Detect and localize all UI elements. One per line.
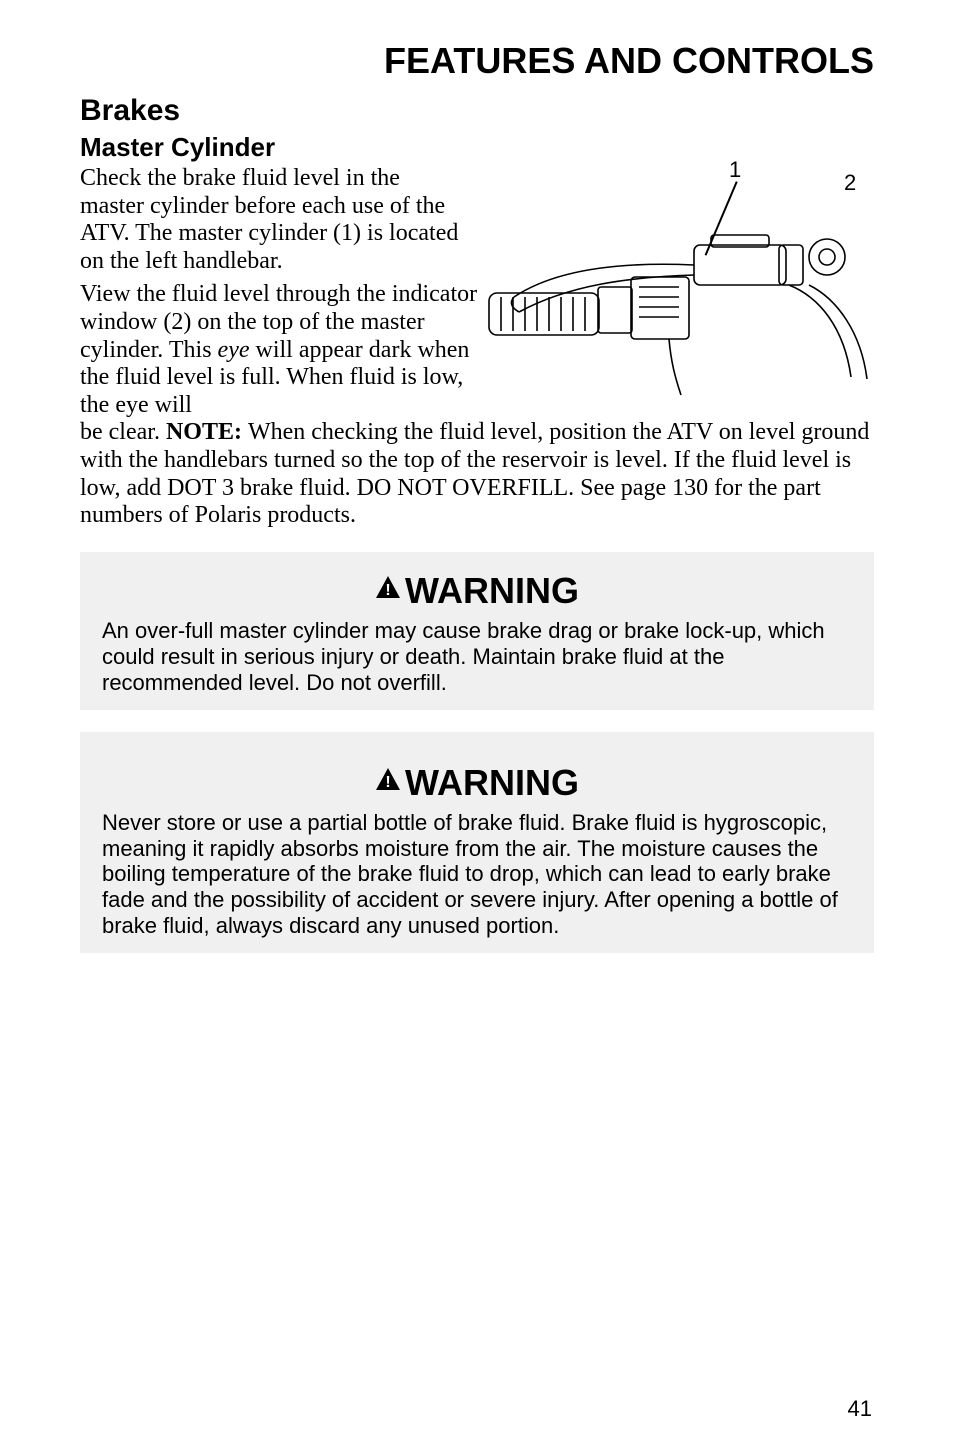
section-title-brakes: Brakes	[80, 94, 874, 128]
body-para-2-narrow: View the fluid level through the indicat…	[80, 281, 480, 419]
warning-box-1: ! WARNING An over-full master cylinder m…	[80, 552, 874, 710]
para2-eye-word: eye	[218, 337, 250, 363]
page-main-title: FEATURES AND CONTROLS	[80, 40, 874, 82]
warning-1-body: An over-full master cylinder may cause b…	[102, 618, 852, 696]
warning-2-body: Never store or use a partial bottle of b…	[102, 810, 852, 940]
warning-triangle-icon: !	[375, 566, 401, 608]
warning-triangle-icon-2: !	[375, 758, 401, 800]
warning-box-2: ! WARNING Never store or use a partial b…	[80, 732, 874, 954]
handlebar-svg	[479, 147, 874, 422]
para2-clear-prefix: be clear.	[80, 419, 166, 445]
callout-label-2: 2	[844, 170, 856, 196]
svg-text:!: !	[385, 582, 390, 599]
svg-text:!: !	[385, 774, 390, 791]
body-wrap: 1 2	[80, 165, 874, 530]
body-para-2-wide: be clear. NOTE: When checking the fluid …	[80, 419, 874, 529]
callout-label-1: 1	[729, 157, 741, 183]
warning-heading-2-text: WARNING	[405, 762, 579, 803]
page-number: 41	[848, 1396, 872, 1422]
warning-heading-2: ! WARNING	[102, 758, 852, 804]
handlebar-figure: 1 2	[479, 147, 874, 422]
body-para-1: Check the brake fluid level in the maste…	[80, 165, 460, 275]
warning-heading-1-text: WARNING	[405, 570, 579, 611]
para2-note-label: NOTE:	[166, 419, 248, 445]
warning-heading-1: ! WARNING	[102, 566, 852, 612]
